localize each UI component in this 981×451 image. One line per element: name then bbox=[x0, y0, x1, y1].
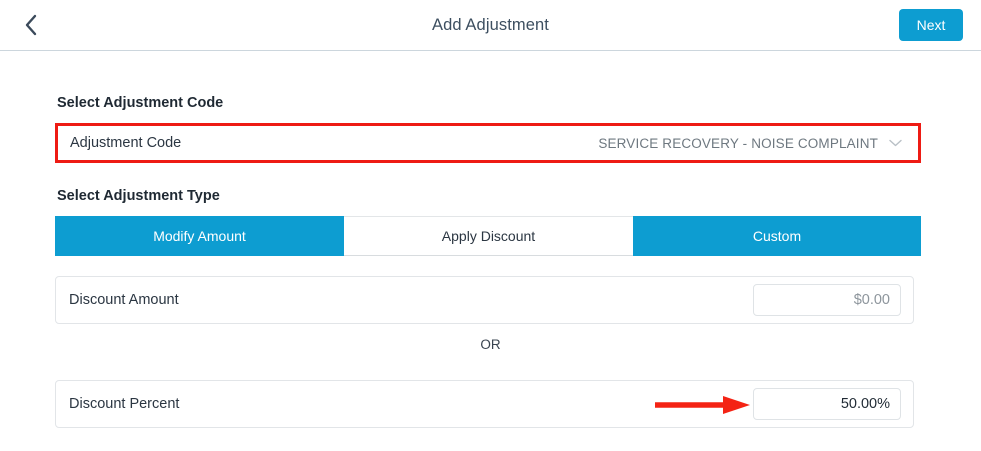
discount-amount-label: Discount Amount bbox=[69, 292, 179, 308]
page-title: Add Adjustment bbox=[432, 16, 549, 34]
back-button[interactable] bbox=[12, 7, 48, 43]
adjustment-code-value: SERVICE RECOVERY - NOISE COMPLAINT bbox=[598, 135, 878, 151]
adjustment-code-dropdown[interactable]: Adjustment Code SERVICE RECOVERY - NOISE… bbox=[55, 123, 921, 163]
tab-modify-amount[interactable]: Modify Amount bbox=[55, 216, 344, 256]
section-label-adjustment-type: Select Adjustment Type bbox=[57, 188, 220, 204]
discount-amount-input[interactable] bbox=[753, 284, 901, 316]
discount-percent-input[interactable] bbox=[753, 388, 901, 420]
tab-custom[interactable]: Custom bbox=[633, 216, 921, 256]
section-label-adjustment-code: Select Adjustment Code bbox=[57, 95, 224, 111]
or-divider-label: OR bbox=[480, 337, 501, 352]
next-button[interactable]: Next bbox=[899, 9, 963, 41]
discount-percent-row: Discount Percent bbox=[55, 380, 914, 428]
adjustment-type-segmented-control: Modify Amount Apply Discount Custom bbox=[55, 216, 921, 256]
form-content: Select Adjustment Code Adjustment Code S… bbox=[0, 52, 981, 451]
chevron-down-icon bbox=[888, 136, 902, 150]
adjustment-code-label: Adjustment Code bbox=[70, 135, 182, 151]
discount-amount-row: Discount Amount bbox=[55, 276, 914, 324]
discount-percent-label: Discount Percent bbox=[69, 396, 180, 412]
chevron-left-icon bbox=[24, 14, 37, 36]
app-header: Add Adjustment Next bbox=[0, 0, 981, 51]
tab-apply-discount[interactable]: Apply Discount bbox=[344, 216, 633, 256]
